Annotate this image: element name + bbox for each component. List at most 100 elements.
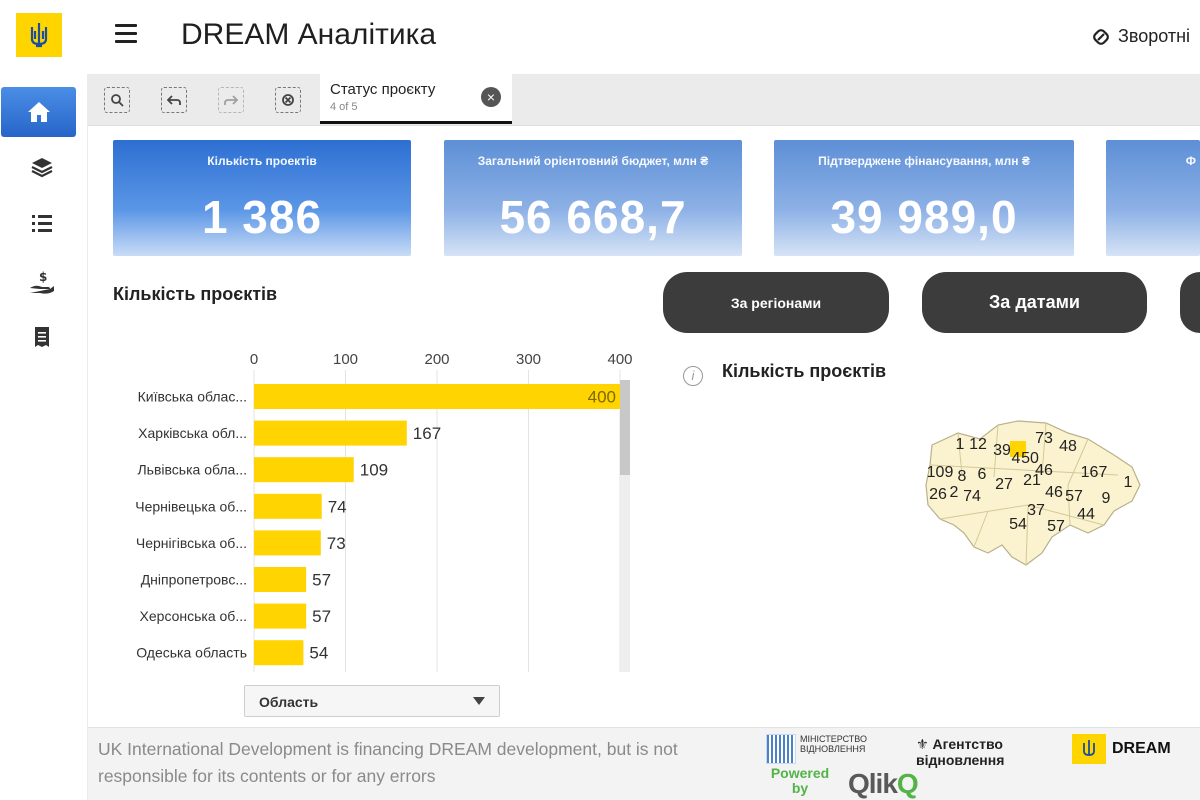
map-region-value: 12: [969, 436, 987, 453]
bar[interactable]: [254, 457, 354, 483]
app-title: DREAM Аналітика: [181, 18, 437, 51]
y-category-label: Київська облас...: [138, 389, 247, 405]
y-category-label: Чернівецька об...: [135, 498, 247, 514]
kpi-card-budget: Загальний орієнтовний бюджет, млн ₴ 56 6…: [444, 140, 742, 256]
dream-trident-icon: [1072, 734, 1106, 764]
map-region-value: 109: [927, 464, 954, 481]
map-outline: [925, 420, 1141, 566]
kpi-label: Загальний орієнтовний бюджет, млн ₴: [477, 154, 709, 168]
kpi-value: 39 989,0: [830, 191, 1018, 243]
sidebar-item-layers[interactable]: [8, 142, 76, 192]
kpi-card-confirmed-funding: Підтверджене фінансування, млн ₴ 39 989,…: [774, 140, 1074, 256]
qlik-o-mark: Q: [896, 768, 919, 799]
clear-selections-icon: [282, 94, 294, 106]
powered-by-label: Powered by: [765, 766, 835, 796]
kyiv-region-highlight: [1010, 441, 1026, 457]
sidebar-item-report[interactable]: [8, 312, 76, 362]
bar[interactable]: [254, 603, 307, 629]
x-tick-label: 300: [516, 351, 541, 368]
bar-value-label: 109: [360, 461, 388, 480]
svg-text:$: $: [39, 270, 47, 284]
clear-selections-button[interactable]: [275, 87, 301, 113]
qlik-logo[interactable]: QlikQ: [848, 768, 919, 800]
smart-search-icon: [111, 94, 124, 107]
region-borders: [929, 422, 1119, 566]
map-region-value: 1: [1124, 474, 1133, 491]
menu-icon[interactable]: [115, 24, 137, 46]
kpi-label: Ф: [1185, 154, 1196, 168]
map-region-value: 1: [956, 436, 965, 453]
y-category-label: Херсонська об...: [140, 608, 247, 624]
list-icon: [32, 215, 52, 232]
sidebar-item-funding[interactable]: $: [8, 258, 76, 308]
bar-value-label: 167: [413, 424, 441, 443]
map-region-value: 6: [978, 466, 987, 483]
step-forward-button[interactable]: [218, 87, 244, 113]
report-icon: [35, 327, 49, 347]
ministry-logo: МІНІСТЕРСТВО ВІДНОВЛЕННЯ: [766, 734, 874, 764]
ministry-flag-icon: [766, 734, 796, 764]
by-region-button[interactable]: За регіонами: [663, 272, 889, 333]
chart-scrollbar-thumb[interactable]: [620, 380, 630, 475]
close-icon[interactable]: ×: [481, 87, 501, 107]
agency-trident-icon: ⚜: [916, 736, 933, 752]
trident-logo[interactable]: [16, 13, 62, 57]
map-region-value: 46: [1035, 462, 1053, 479]
feedback-link[interactable]: Зворотні: [1092, 26, 1190, 47]
projects-bar-chart: 0 100 200 300 400 Київська облас... 400 Харківс…: [135, 351, 633, 672]
map-region-value: 27: [995, 476, 1013, 493]
bar[interactable]: [254, 493, 322, 519]
map-region-value: 44: [1077, 506, 1095, 523]
sidebar-item-list[interactable]: [8, 198, 76, 248]
map-region-value: 57: [1065, 488, 1083, 505]
bar-value-label: 57: [312, 571, 331, 590]
map-region-value: 74: [963, 488, 981, 505]
map-title: Кількість проєктів: [722, 361, 887, 381]
footer-disclaimer: UK International Development is financin…: [98, 739, 678, 786]
map-region-value: 54: [1009, 516, 1027, 533]
bar[interactable]: [254, 530, 321, 556]
agency-logo: ⚜ Агентство відновлення: [916, 736, 1036, 768]
y-category-label: Харківська обл...: [138, 425, 247, 441]
map-region-value: 57: [1047, 518, 1065, 535]
powered-by-text: Powered by: [770, 765, 830, 796]
chart-scrollbar-track[interactable]: [620, 380, 630, 672]
paperclip-icon: [1093, 28, 1109, 45]
home-icon: [27, 102, 50, 122]
map-region-value: 8: [958, 468, 967, 485]
x-tick-label: 200: [424, 351, 449, 368]
selection-tab-project-status[interactable]: Статус проєкту 4 of 5 ×: [320, 74, 512, 124]
tab-subtitle: 4 of 5: [330, 101, 358, 113]
map-region-value: 4: [1012, 450, 1021, 467]
map-region-value: 2: [950, 484, 959, 501]
bar[interactable]: [254, 384, 620, 409]
kpi-value: 56 668,7: [499, 191, 687, 243]
sidebar: $: [0, 74, 88, 800]
partial-view-button[interactable]: [1180, 272, 1200, 333]
by-date-button[interactable]: За датами: [922, 272, 1147, 333]
map-region-value: 9: [1102, 490, 1111, 507]
map-region-value: 48: [1059, 438, 1077, 455]
qlik-wordmark: Qlik: [848, 768, 898, 799]
funding-hand-icon: $: [30, 270, 54, 294]
bar-value-label: 73: [327, 534, 346, 553]
step-forward-icon: [224, 95, 238, 105]
bar[interactable]: [254, 567, 307, 592]
footer: UK International Development is financin…: [88, 727, 1200, 800]
info-icon[interactable]: i: [683, 366, 703, 386]
kpi-card-projects: Кількість проектів 1 386: [113, 140, 411, 256]
dimension-dropdown[interactable]: Область: [244, 685, 500, 717]
y-category-label: Львівська обла...: [137, 462, 247, 478]
selection-toolbar: Статус проєкту 4 of 5 ×: [88, 74, 1200, 126]
bar[interactable]: [254, 640, 304, 666]
bar[interactable]: [254, 420, 407, 446]
sidebar-item-home[interactable]: [1, 87, 76, 137]
smart-search-button[interactable]: [104, 87, 130, 113]
kpi-label: Підтверджене фінансування, млн ₴: [818, 154, 1030, 168]
map-region-value: 26: [929, 486, 947, 503]
step-back-button[interactable]: [161, 87, 187, 113]
bar-value-label: 400: [588, 388, 616, 407]
bar-value-label: 74: [328, 497, 347, 516]
